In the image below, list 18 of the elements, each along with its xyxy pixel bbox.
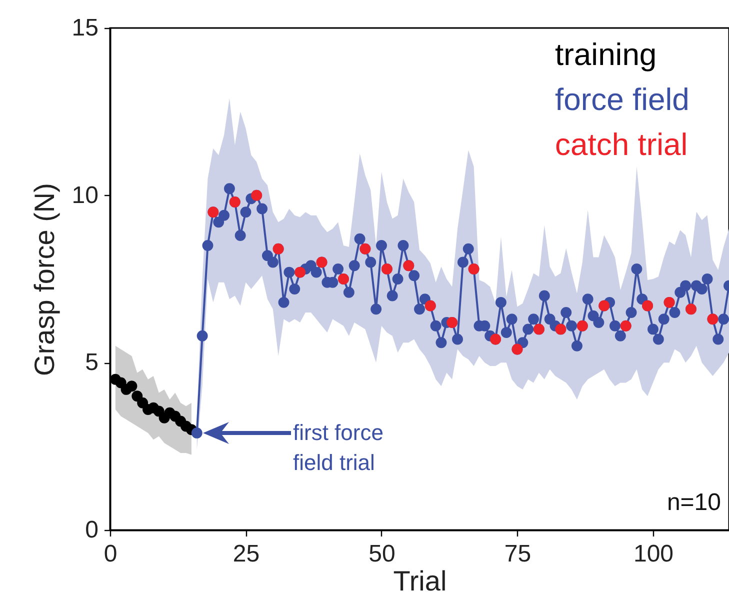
y-tick-label: 15	[72, 14, 98, 42]
x-tick-label: 100	[633, 540, 674, 568]
annotation: first force field trial	[293, 420, 384, 475]
annotation: n=10	[666, 489, 721, 516]
x-tick-label: 75	[504, 540, 532, 568]
x-tick-label: 50	[368, 540, 396, 568]
y-tick-label: 10	[72, 182, 98, 209]
point	[126, 380, 138, 392]
x-tick-label: 0	[104, 540, 118, 568]
text: catch trial	[555, 127, 688, 162]
x-tick-label: 25	[232, 540, 260, 568]
y-tick-label: 0	[85, 516, 98, 544]
y-tick-label: 5	[85, 349, 98, 376]
point	[132, 390, 143, 402]
x-axis-title: Trial	[393, 566, 447, 596]
text: training	[555, 37, 657, 72]
text: force field	[555, 82, 690, 117]
y-axis-title: Grasp force (N)	[28, 183, 60, 376]
